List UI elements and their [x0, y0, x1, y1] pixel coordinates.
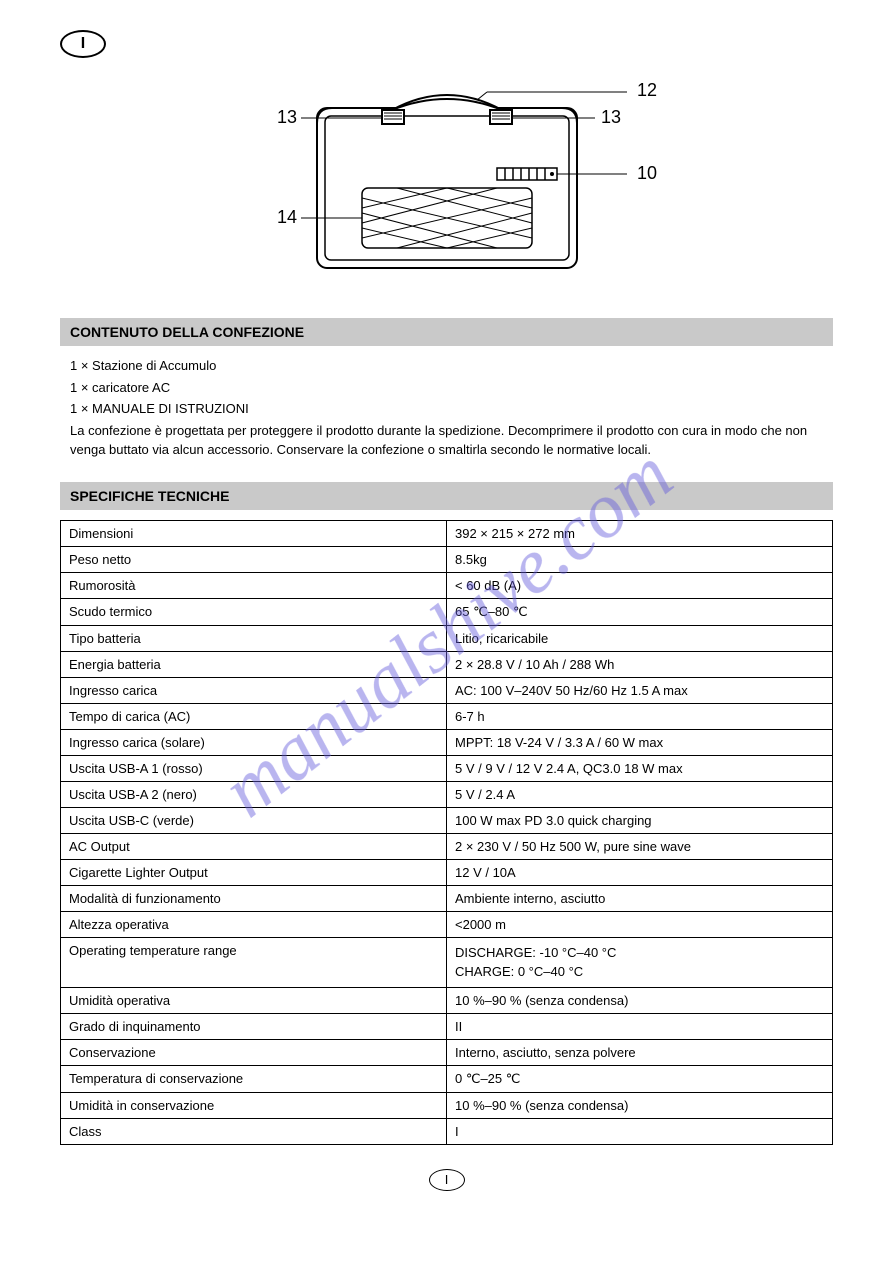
spec-table: Dimensioni392 × 215 × 272 mmPeso netto8.… — [60, 520, 833, 1145]
table-row: Umidità operativa10 %–90 % (senza conden… — [61, 987, 833, 1013]
spec-value: <2000 m — [447, 911, 833, 937]
table-row: Operating temperature rangeDISCHARGE: -1… — [61, 937, 833, 987]
table-row: Tipo batteriaLitio, ricaricabile — [61, 625, 833, 651]
contents-item: La confezione è progettata per protegger… — [70, 421, 823, 460]
spec-label: Scudo termico — [61, 598, 447, 625]
spec-value: 2 × 230 V / 50 Hz 500 W, pure sine wave — [447, 833, 833, 859]
spec-label: Grado di inquinamento — [61, 1013, 447, 1039]
table-row: Ingresso caricaAC: 100 V–240V 50 Hz/60 H… — [61, 677, 833, 703]
spec-value: 2 × 28.8 V / 10 Ah / 288 Wh — [447, 651, 833, 677]
spec-value: Ambiente interno, asciutto — [447, 885, 833, 911]
spec-value: 10 %–90 % (senza condensa) — [447, 1092, 833, 1118]
table-row: Ingresso carica (solare)MPPT: 18 V-24 V … — [61, 729, 833, 755]
table-row: Grado di inquinamentoII — [61, 1013, 833, 1039]
spec-label: Uscita USB-A 2 (nero) — [61, 781, 447, 807]
page-language-badge-bottom: I — [429, 1169, 465, 1191]
table-row: Rumorosità< 60 dB (A) — [61, 572, 833, 598]
spec-value: 8.5kg — [447, 546, 833, 572]
table-row: ConservazioneInterno, asciutto, senza po… — [61, 1039, 833, 1065]
spec-value: 5 V / 2.4 A — [447, 781, 833, 807]
spec-label: Umidità in conservazione — [61, 1092, 447, 1118]
callout-10: 10 — [637, 163, 657, 183]
table-row: Energia batteria2 × 28.8 V / 10 Ah / 288… — [61, 651, 833, 677]
table-row: Modalità di funzionamentoAmbiente intern… — [61, 885, 833, 911]
table-row: Uscita USB-A 1 (rosso)5 V / 9 V / 12 V 2… — [61, 755, 833, 781]
table-row: Altezza operativa<2000 m — [61, 911, 833, 937]
spec-value: II — [447, 1013, 833, 1039]
table-row: Temperatura di conservazione0 ℃–25 ℃ — [61, 1065, 833, 1092]
table-row: Uscita USB-A 2 (nero)5 V / 2.4 A — [61, 781, 833, 807]
callout-12: 12 — [637, 80, 657, 100]
spec-value: 392 × 215 × 272 mm — [447, 520, 833, 546]
section-header-specs: SPECIFICHE TECNICHE — [60, 482, 833, 510]
table-row: Cigarette Lighter Output12 V / 10A — [61, 859, 833, 885]
spec-label: Peso netto — [61, 546, 447, 572]
spec-label: Tempo di carica (AC) — [61, 703, 447, 729]
table-row: Uscita USB-C (verde)100 W max PD 3.0 qui… — [61, 807, 833, 833]
spec-label: Class — [61, 1118, 447, 1144]
table-row: ClassI — [61, 1118, 833, 1144]
spec-label: Uscita USB-C (verde) — [61, 807, 447, 833]
spec-value: 100 W max PD 3.0 quick charging — [447, 807, 833, 833]
device-svg: 12 13 13 10 14 — [187, 68, 707, 298]
table-row: Peso netto8.5kg — [61, 546, 833, 572]
contents-item: 1 × MANUALE DI ISTRUZIONI — [70, 399, 823, 419]
spec-label: Umidità operativa — [61, 987, 447, 1013]
spec-value: I — [447, 1118, 833, 1144]
page-language-badge-top: I — [60, 30, 106, 58]
spec-label: Dimensioni — [61, 520, 447, 546]
contents-list: 1 × Stazione di Accumulo 1 × caricatore … — [60, 356, 833, 472]
spec-value: AC: 100 V–240V 50 Hz/60 Hz 1.5 A max — [447, 677, 833, 703]
spec-label: Rumorosità — [61, 572, 447, 598]
spec-label: Cigarette Lighter Output — [61, 859, 447, 885]
spec-label: AC Output — [61, 833, 447, 859]
spec-value: MPPT: 18 V-24 V / 3.3 A / 60 W max — [447, 729, 833, 755]
spec-label: Tipo batteria — [61, 625, 447, 651]
contents-item: 1 × caricatore AC — [70, 378, 823, 398]
spec-value: 10 %–90 % (senza condensa) — [447, 987, 833, 1013]
table-row: Tempo di carica (AC)6-7 h — [61, 703, 833, 729]
spec-label: Altezza operativa — [61, 911, 447, 937]
spec-value: Interno, asciutto, senza polvere — [447, 1039, 833, 1065]
spec-label: Uscita USB-A 1 (rosso) — [61, 755, 447, 781]
spec-label: Conservazione — [61, 1039, 447, 1065]
contents-item: 1 × Stazione di Accumulo — [70, 356, 823, 376]
spec-label: Temperatura di conservazione — [61, 1065, 447, 1092]
spec-value: 6-7 h — [447, 703, 833, 729]
spec-value: 5 V / 9 V / 12 V 2.4 A, QC3.0 18 W max — [447, 755, 833, 781]
device-diagram: 12 13 13 10 14 — [60, 68, 833, 298]
callout-14: 14 — [277, 207, 297, 227]
spec-label: Operating temperature range — [61, 937, 447, 987]
spec-value: DISCHARGE: -10 °C–40 °CCHARGE: 0 °C–40 °… — [447, 937, 833, 987]
table-row: Umidità in conservazione10 %–90 % (senza… — [61, 1092, 833, 1118]
table-row: Scudo termico65 ℃–80 ℃ — [61, 598, 833, 625]
section-header-contents: CONTENUTO DELLA CONFEZIONE — [60, 318, 833, 346]
spec-label: Ingresso carica — [61, 677, 447, 703]
spec-value: < 60 dB (A) — [447, 572, 833, 598]
table-row: Dimensioni392 × 215 × 272 mm — [61, 520, 833, 546]
callout-13-right: 13 — [601, 107, 621, 127]
spec-label: Energia batteria — [61, 651, 447, 677]
callout-13-left: 13 — [277, 107, 297, 127]
table-row: AC Output2 × 230 V / 50 Hz 500 W, pure s… — [61, 833, 833, 859]
spec-value: Litio, ricaricabile — [447, 625, 833, 651]
spec-label: Modalità di funzionamento — [61, 885, 447, 911]
spec-value: 12 V / 10A — [447, 859, 833, 885]
spec-value: 0 ℃–25 ℃ — [447, 1065, 833, 1092]
spec-value: 65 ℃–80 ℃ — [447, 598, 833, 625]
spec-label: Ingresso carica (solare) — [61, 729, 447, 755]
